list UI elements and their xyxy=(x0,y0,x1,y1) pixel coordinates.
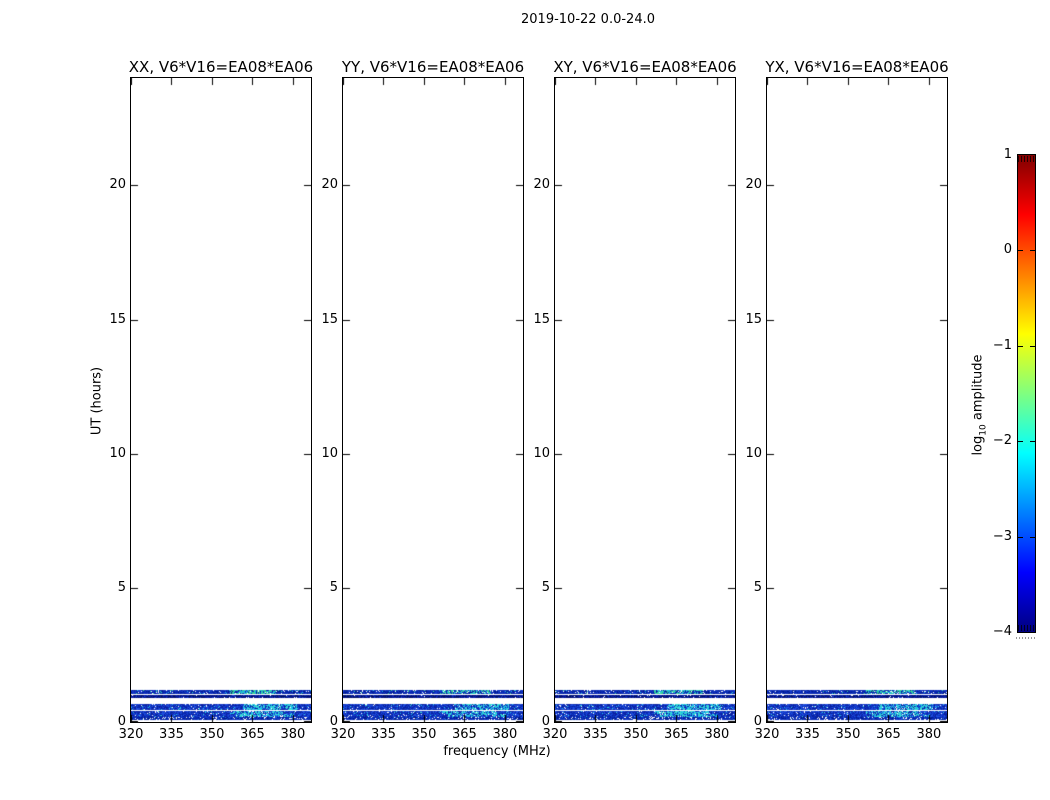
y-tick-label: 15 xyxy=(745,311,762,327)
x-tick-label: 380 xyxy=(492,727,518,742)
x-tick-label: 365 xyxy=(664,727,689,742)
y-tick-label: 5 xyxy=(753,579,762,595)
colorbar-bottom-dots xyxy=(1016,637,1037,639)
y-tick-label: 20 xyxy=(321,177,338,193)
colorbar-tick-label: 0 xyxy=(1003,242,1012,258)
x-tick-label: 350 xyxy=(623,727,649,742)
x-tick-label: 320 xyxy=(754,727,780,742)
y-tick-label: 10 xyxy=(321,445,338,461)
y-tick-label: 5 xyxy=(329,579,338,595)
x-tick-label: 335 xyxy=(371,727,396,742)
spectrogram-panel-yy xyxy=(342,77,524,723)
colorbar-tick-label: −4 xyxy=(992,624,1012,639)
x-tick-label: 365 xyxy=(876,727,901,742)
y-tick-label: 15 xyxy=(533,311,550,327)
y-tick-label: 10 xyxy=(745,445,762,461)
colorbar-tick-dash xyxy=(1018,250,1023,251)
x-tick-label: 350 xyxy=(411,727,437,742)
spectrogram-panel-xx xyxy=(130,77,312,723)
y-tick-label: 15 xyxy=(321,311,338,327)
spectrogram-canvas-yx xyxy=(767,78,947,722)
y-tick-label: 5 xyxy=(117,579,126,595)
y-tick-label: 0 xyxy=(329,714,338,729)
panel-title-yy: YY, V6*V16=EA08*EA06 xyxy=(341,58,525,76)
x-axis-label: frequency (MHz) xyxy=(443,744,551,759)
colorbar-tick-dash xyxy=(1018,537,1023,538)
colorbar-tick-dash xyxy=(1030,346,1035,347)
y-tick-label: 0 xyxy=(541,714,550,729)
x-tick-label: 335 xyxy=(159,727,184,742)
panel-title-xx: XX, V6*V16=EA08*EA06 xyxy=(128,58,314,76)
colorbar-tick-dash xyxy=(1018,441,1023,442)
panel-title-xy: XY, V6*V16=EA08*EA06 xyxy=(553,58,737,76)
y-tick-label: 10 xyxy=(533,445,550,461)
y-tick-label: 15 xyxy=(109,311,126,327)
y-tick-label: 20 xyxy=(109,177,126,193)
x-tick-label: 335 xyxy=(583,727,608,742)
colorbar-end-hatch xyxy=(1018,156,1035,162)
colorbar-tick-dash xyxy=(1030,441,1035,442)
y-tick-label: 10 xyxy=(109,445,126,461)
y-axis-label: UT (hours) xyxy=(89,366,105,436)
colorbar xyxy=(1017,154,1036,633)
spectrogram-panel-xy xyxy=(554,77,736,723)
figure-title: 2019-10-22 0.0-24.0 xyxy=(521,12,655,27)
x-tick-label: 380 xyxy=(280,727,306,742)
colorbar-end-hatch xyxy=(1018,625,1035,631)
colorbar-tick-label: −3 xyxy=(992,528,1012,544)
y-tick-label: 5 xyxy=(541,579,550,595)
x-tick-label: 365 xyxy=(452,727,477,742)
spectrogram-canvas-xy xyxy=(555,78,735,722)
spectrogram-panel-yx xyxy=(766,77,948,723)
x-tick-label: 365 xyxy=(240,727,265,742)
x-tick-label: 350 xyxy=(199,727,225,742)
colorbar-tick-label: −2 xyxy=(992,433,1012,449)
colorbar-tick-dash xyxy=(1018,346,1023,347)
colorbar-tick-label: 1 xyxy=(1003,147,1012,162)
y-tick-label: 20 xyxy=(745,177,762,193)
colorbar-tick-dash xyxy=(1030,250,1035,251)
x-tick-label: 380 xyxy=(704,727,730,742)
colorbar-tick-label: −1 xyxy=(992,337,1012,353)
x-tick-label: 320 xyxy=(330,727,356,742)
x-tick-label: 320 xyxy=(118,727,144,742)
x-tick-label: 350 xyxy=(835,727,861,742)
panel-title-yx: YX, V6*V16=EA08*EA06 xyxy=(765,58,949,76)
spectrogram-canvas-xx xyxy=(131,78,311,722)
x-tick-label: 320 xyxy=(542,727,568,742)
x-tick-label: 335 xyxy=(795,727,820,742)
y-tick-label: 0 xyxy=(753,714,762,729)
x-tick-label: 380 xyxy=(916,727,942,742)
colorbar-tick-dash xyxy=(1030,537,1035,538)
spectrogram-canvas-yy xyxy=(343,78,523,722)
y-tick-label: 0 xyxy=(117,714,126,729)
y-tick-label: 20 xyxy=(533,177,550,193)
